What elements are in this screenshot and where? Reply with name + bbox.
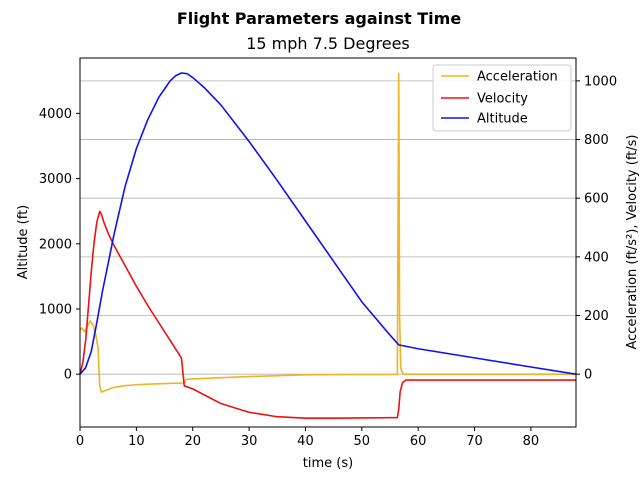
x-tick-label: 40: [297, 434, 314, 449]
y-left-tick-label: 3000: [39, 172, 72, 187]
legend-label-acceleration: Acceleration: [477, 70, 558, 85]
y-left-tick-label: 4000: [39, 107, 72, 122]
legend-label-velocity: Velocity: [477, 92, 528, 107]
x-tick-label: 80: [523, 434, 540, 449]
x-axis-ticks: 0 10 20 30 40 50 60 70 80: [76, 427, 539, 449]
series-line-velocity: [79, 210, 576, 420]
x-tick-label: 20: [184, 434, 201, 449]
y-right-tick-label: 400: [584, 250, 609, 265]
x-tick-label: 10: [128, 434, 145, 449]
chart-subtitle: 15 mph 7.5 Degrees: [246, 34, 410, 53]
y-left-tick-label: 1000: [39, 302, 72, 317]
y-right-tick-label: 1000: [584, 74, 617, 89]
legend-box: [432, 64, 572, 132]
y-left-tick-label: 0: [64, 368, 72, 383]
x-tick-label: 60: [410, 434, 427, 449]
legend: Acceleration Velocity Altitude: [432, 64, 572, 132]
chart-title: Flight Parameters against Time: [177, 9, 461, 28]
x-tick-label: 0: [76, 434, 84, 449]
y-axis-left-ticks: 0 1000 2000 3000 4000: [39, 107, 80, 383]
y-right-tick-label: 600: [584, 192, 609, 207]
x-tick-label: 50: [354, 434, 371, 449]
plot-frame: [79, 57, 577, 428]
y-right-tick-label: 800: [584, 133, 609, 148]
x-axis-label: time (s): [303, 456, 353, 471]
x-tick-label: 30: [241, 434, 258, 449]
y-axis-left-label: Altitude (ft): [16, 205, 31, 280]
y-right-tick-label: 200: [584, 309, 609, 324]
y-right-tick-label: 0: [584, 368, 592, 383]
legend-label-altitude: Altitude: [477, 112, 528, 127]
series-lines: [79, 72, 577, 420]
y-axis-right-label: Acceleration (ft/s²), Velocity (ft/s): [625, 134, 640, 349]
y-left-tick-label: 2000: [39, 237, 72, 252]
x-tick-label: 70: [466, 434, 483, 449]
y-axis-right-ticks: 0 200 400 600 800 1000: [576, 74, 617, 383]
series-line-altitude: [79, 72, 577, 375]
